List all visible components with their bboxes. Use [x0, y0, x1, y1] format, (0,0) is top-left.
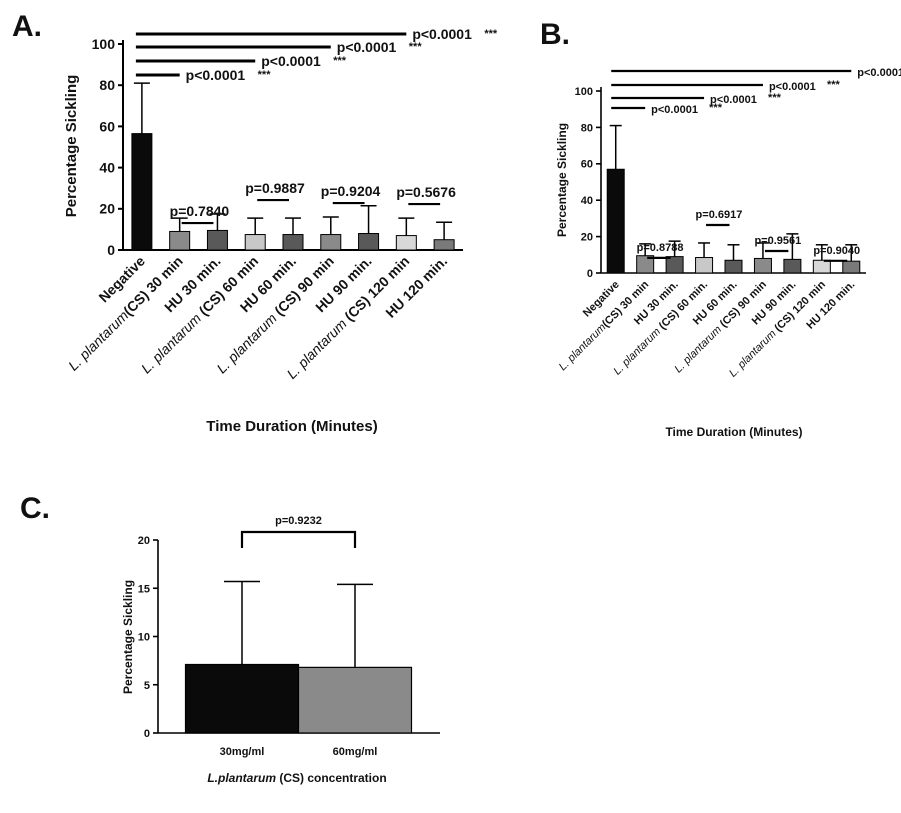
panel-c: C. Percentage Sickling L.plantarum (CS) … — [20, 492, 440, 785]
panel-c-y-tick-label: 10 — [138, 632, 150, 644]
panel-a-y-tick-label: 80 — [99, 77, 115, 93]
panel-b-bar — [724, 259, 743, 274]
panel-a-significance-stars: *** — [258, 69, 272, 81]
panel-b-pair-label: p=0.8788 — [637, 242, 684, 254]
panel-a-bar — [169, 230, 191, 251]
panel-c-comparison-label: p=0.9232 — [275, 515, 322, 527]
panel-c-x-tick-label: 60mg/ml — [333, 746, 378, 758]
panel-a-y-axis-title: Percentage Sickling — [63, 75, 80, 218]
panel-a: A. Percentage Sickling Time Duration (Mi… — [12, 10, 498, 435]
panel-b-y-tick-label: 0 — [587, 268, 593, 280]
panel-a-bar — [433, 239, 455, 251]
panel-b-bar — [695, 257, 714, 274]
panel-b-significance-stars: *** — [827, 79, 841, 91]
panel-c-y-tick-label: 5 — [144, 680, 150, 692]
panel-c-x-tick-label: 30mg/ml — [220, 746, 265, 758]
panel-b-y-tick-label: 40 — [581, 195, 593, 207]
panel-a-bar — [358, 233, 380, 251]
panel-a-bar — [131, 133, 153, 251]
panel-c-letter: C. — [20, 492, 50, 525]
panel-a-significance-stars: *** — [484, 28, 498, 40]
panel-b-pair-label: p=0.6917 — [696, 209, 743, 221]
panel-a-pair-label: p=0.5676 — [396, 184, 456, 200]
panel-b-y-axis-title: Percentage Sickling — [555, 123, 569, 237]
panel-c-x-axis-title: L.plantarum (CS) concentration — [207, 771, 386, 785]
panel-b-y-tick-label: 60 — [581, 159, 593, 171]
panel-c-comparison-bracket — [240, 530, 357, 548]
panel-c-y-tick-label: 20 — [138, 535, 150, 547]
panel-c-y-tick-label: 15 — [138, 583, 150, 595]
panel-a-pair-label: p=0.9204 — [321, 183, 381, 199]
panel-b-letter: B. — [540, 18, 570, 51]
panel-b-pair-label: p=0.9040 — [813, 245, 860, 257]
panel-a-y-tick-label: 40 — [99, 160, 115, 176]
panel-a-y-tick-label: 20 — [99, 201, 115, 217]
panel-b-significance-label: p<0.0001 — [651, 104, 698, 116]
panel-b-y-tick-label: 20 — [581, 231, 593, 243]
panel-a-letter: A. — [12, 10, 42, 43]
panel-b-significance-stars: *** — [768, 92, 782, 104]
panel-c-plot: 0 5 10 15 20 30mg/ml 60mg/ml p=0.9232 — [138, 515, 440, 758]
panel-b-significance-stars: *** — [709, 102, 723, 114]
panel-b-bar — [753, 257, 772, 274]
panel-a-significance-stars: *** — [333, 55, 347, 67]
panel-a-y-tick-label: 100 — [92, 36, 116, 52]
panel-b-bar — [812, 259, 831, 274]
panel-a-significance-label: p<0.0001 — [337, 39, 397, 55]
panel-a-y-tick-label: 0 — [107, 242, 115, 258]
panel-a-bar — [395, 235, 417, 251]
panel-a-y-tick-label: 60 — [99, 118, 115, 134]
panel-a-significance-stars: *** — [409, 41, 423, 53]
panel-b-significance-label: p<0.0001 — [710, 94, 757, 106]
panel-b: B. Percentage Sickling Time Duration (Mi… — [540, 18, 901, 439]
panel-c-bar — [297, 666, 413, 734]
panel-b-bar — [842, 260, 861, 274]
panel-c-bar — [184, 663, 300, 734]
panel-a-bar — [282, 234, 304, 251]
panel-b-bar — [783, 258, 802, 274]
panel-b-y-tick-label: 80 — [581, 122, 593, 134]
panel-b-bar — [606, 168, 625, 274]
panel-a-bar — [244, 234, 266, 251]
panel-b-bar — [665, 256, 684, 274]
panel-c-y-axis-title: Percentage Sickling — [121, 580, 135, 694]
panel-b-pair-label: p=0.9561 — [754, 235, 801, 247]
panel-a-pair-label: p=0.7840 — [170, 203, 230, 219]
panel-a-x-axis-title: Time Duration (Minutes) — [206, 418, 377, 435]
panel-b-significance-label: p<0.0001 — [857, 67, 901, 79]
panel-a-significance-label: p<0.0001 — [412, 26, 472, 42]
panel-a-significance-label: p<0.0001 — [261, 53, 321, 69]
panel-a-significance-label: p<0.0001 — [186, 67, 246, 83]
panel-c-y-tick-label: 0 — [144, 728, 150, 740]
panel-b-significance-label: p<0.0001 — [769, 81, 816, 93]
panel-a-bar — [206, 229, 228, 251]
panel-a-pair-label: p=0.9887 — [245, 180, 305, 196]
panel-b-y-tick-label: 100 — [575, 86, 593, 98]
panel-b-x-axis-title: Time Duration (Minutes) — [665, 425, 802, 439]
panel-a-bar — [320, 234, 342, 251]
